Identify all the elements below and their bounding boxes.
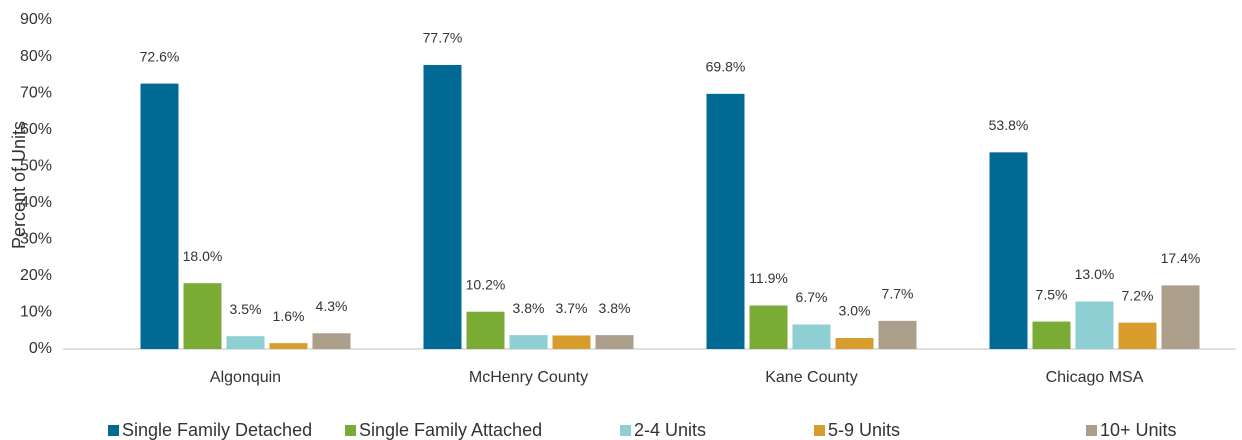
- bar: [1075, 301, 1114, 349]
- bar: [1032, 321, 1071, 349]
- bar: [466, 311, 505, 349]
- value-label: 7.5%: [1036, 286, 1068, 302]
- y-tick-label: 50%: [20, 157, 52, 174]
- y-tick-label: 0%: [29, 340, 52, 357]
- bar: [706, 93, 745, 349]
- y-tick-label: 70%: [20, 84, 52, 101]
- legend-swatch: [1086, 425, 1097, 436]
- bar: [1161, 285, 1200, 349]
- legend-label: Single Family Attached: [359, 420, 542, 440]
- y-tick-label: 60%: [20, 121, 52, 138]
- bar: [878, 320, 917, 349]
- x-tick-label: McHenry County: [469, 369, 588, 386]
- y-tick-label: 90%: [20, 11, 52, 28]
- bar: [749, 305, 788, 349]
- bar: [792, 324, 831, 349]
- bar: [423, 64, 462, 350]
- legend-label: Single Family Detached: [122, 420, 312, 440]
- value-label: 11.9%: [749, 270, 788, 286]
- bar: [509, 335, 548, 349]
- value-label: 72.6%: [140, 48, 180, 64]
- value-label: 10.2%: [466, 276, 506, 292]
- value-label: 4.3%: [316, 298, 348, 314]
- legend-label: 5-9 Units: [828, 420, 900, 440]
- value-label: 3.8%: [513, 300, 545, 316]
- y-tick-label: 80%: [20, 48, 52, 65]
- x-tick-label: Kane County: [765, 369, 858, 386]
- x-tick-label: Algonquin: [210, 369, 281, 386]
- y-tick-label: 40%: [20, 194, 52, 211]
- bar: [595, 335, 634, 349]
- y-tick-label: 10%: [20, 304, 52, 321]
- value-label: 6.7%: [796, 289, 828, 305]
- legend-swatch: [108, 425, 119, 436]
- value-label: 17.4%: [1161, 250, 1201, 266]
- y-tick-label: 30%: [20, 231, 52, 248]
- bar: [312, 333, 351, 349]
- value-label: 7.7%: [882, 286, 914, 302]
- value-label: 13.0%: [1075, 266, 1115, 282]
- legend-swatch: [345, 425, 356, 436]
- bar: [140, 83, 179, 350]
- value-label: 3.7%: [556, 300, 588, 316]
- value-label: 1.6%: [273, 308, 305, 324]
- legend-label: 2-4 Units: [634, 420, 706, 440]
- legend-swatch: [814, 425, 825, 436]
- legend-label: 10+ Units: [1100, 420, 1177, 440]
- bar: [183, 283, 222, 349]
- x-tick-label: Chicago MSA: [1046, 369, 1144, 386]
- value-label: 69.8%: [706, 59, 746, 75]
- value-label: 3.0%: [839, 303, 871, 319]
- bar: [1118, 322, 1157, 349]
- value-label: 3.8%: [599, 300, 631, 316]
- y-tick-label: 20%: [20, 267, 52, 284]
- bar: [835, 338, 874, 349]
- value-label: 53.8%: [989, 117, 1029, 133]
- value-label: 3.5%: [230, 301, 262, 317]
- value-label: 18.0%: [183, 248, 223, 264]
- bar: [989, 152, 1028, 349]
- value-label: 7.2%: [1122, 287, 1154, 303]
- bar: [226, 336, 265, 349]
- y-axis-label: Percent of Units: [9, 121, 29, 249]
- bar: [552, 335, 591, 349]
- value-label: 77.7%: [423, 30, 463, 46]
- legend-swatch: [620, 425, 631, 436]
- bar: [269, 343, 308, 349]
